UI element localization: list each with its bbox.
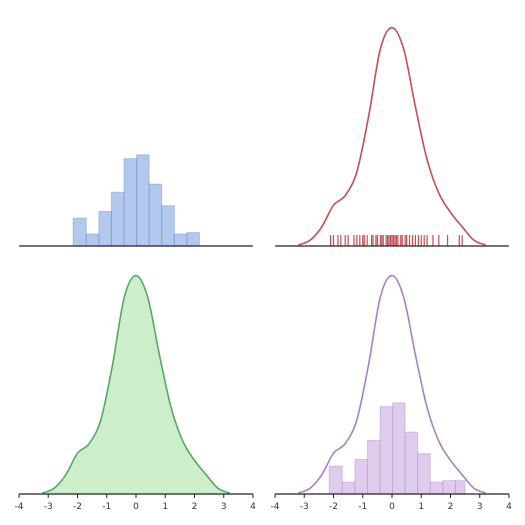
top-left-hist-bar-0 (72, 217, 87, 247)
bottom-left-x-tick-label-7: 3 (221, 502, 227, 512)
bottom-right-x-tick-label-6: 2 (448, 502, 454, 512)
bottom-left-x-tick-label-1: -3 (44, 502, 53, 512)
bottom-right-x-tick-label-1: -3 (300, 502, 309, 512)
bottom-left-x-tick-label-6: 2 (192, 502, 198, 512)
top-left-hist-bar-4 (123, 158, 138, 247)
top-left-hist-bar-7 (161, 205, 175, 247)
top-left-hist-bar-5 (136, 154, 150, 247)
bottom-right-hist-bar-0 (328, 465, 343, 495)
bottom-right-x-tick-label-8: 4 (506, 502, 512, 512)
bottom-right-hist-bar-8 (429, 481, 444, 495)
top-left-hist-bar-1 (85, 233, 100, 247)
bottom-right-hist-bar-6 (404, 431, 419, 495)
bottom-right-x-tick-label-7: 3 (477, 502, 483, 512)
bottom-right-hist-bar-4 (379, 406, 394, 495)
bottom-right-hist-bar-3 (366, 439, 381, 495)
top-left-hist-bar-9 (186, 232, 200, 247)
top-right-kde-line (298, 26, 486, 246)
bottom-left-x-tick-label-0: -4 (15, 502, 24, 512)
bottom-right-x-tick-label-2: -2 (329, 502, 338, 512)
bottom-right-hist-bar-5 (392, 402, 406, 495)
bottom-right-hist-bar-7 (417, 453, 431, 495)
bottom-right-x-tick-label-5: 1 (418, 502, 424, 512)
bottom-left-x-tick-label-8: 4 (250, 502, 256, 512)
panel-bottom-left-kde-shaded: -4 -3 -2 -1 0 1 2 3 4 (15, 274, 256, 512)
bottom-left-x-tick-label-5: 1 (162, 502, 168, 512)
bottom-left-x-tick-label-4: 0 (133, 502, 139, 512)
panel-top-right-kde-rug (275, 26, 509, 247)
top-left-hist-bar-8 (173, 233, 188, 247)
top-left-hist-bar-3 (110, 191, 125, 247)
top-left-hist-bar-6 (148, 183, 163, 247)
bottom-right-hist-bar-10 (454, 480, 466, 495)
bottom-left-kde-area (42, 275, 230, 494)
bottom-right-hist-bar-1 (341, 481, 356, 495)
bottom-right-kde-line (298, 274, 486, 494)
bottom-right-hist-bar-9 (442, 480, 456, 495)
bottom-right-hist-bar-2 (354, 458, 368, 495)
top-left-hist-bar-2 (98, 210, 112, 247)
bottom-right-x-tick-label-4: 0 (389, 502, 395, 512)
panel-top-left-histogram (19, 154, 253, 247)
panel-bottom-right-hist-kde: -4 -3 -2 -1 0 1 2 3 4 (271, 274, 512, 512)
bottom-right-x-tick-label-0: -4 (271, 502, 280, 512)
bottom-left-x-tick-label-2: -2 (73, 502, 82, 512)
bottom-left-x-tick-label-3: -1 (102, 502, 111, 512)
bottom-left-kde-line (42, 274, 230, 494)
bottom-right-x-tick-label-3: -1 (358, 502, 367, 512)
